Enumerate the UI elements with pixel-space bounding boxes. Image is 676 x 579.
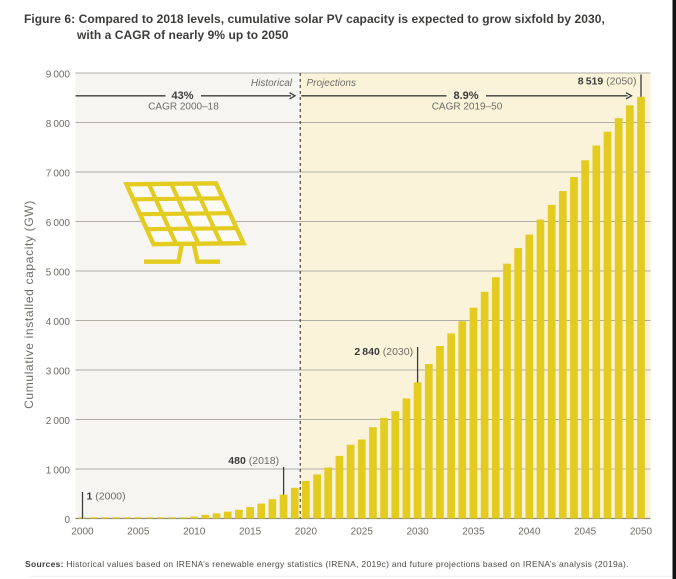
svg-text:480 (2018): 480 (2018) [228, 455, 279, 467]
svg-text:2020: 2020 [295, 527, 318, 538]
svg-text:9 000: 9 000 [46, 70, 71, 81]
svg-text:2010: 2010 [183, 527, 206, 538]
svg-text:Projections: Projections [307, 78, 356, 89]
svg-text:2045: 2045 [574, 527, 597, 538]
svg-text:Historical: Historical [251, 78, 293, 89]
svg-text:2040: 2040 [518, 527, 541, 538]
svg-text:2005: 2005 [127, 527, 150, 538]
svg-text:1 (2000): 1 (2000) [87, 491, 126, 503]
svg-text:4 000: 4 000 [46, 317, 71, 328]
svg-text:Cumulative installed capacity: Cumulative installed capacity (GW) [22, 200, 36, 409]
svg-text:2030: 2030 [406, 527, 429, 538]
svg-text:1 000: 1 000 [46, 466, 71, 477]
svg-text:2035: 2035 [462, 527, 485, 538]
svg-text:CAGR 2019–50: CAGR 2019–50 [432, 102, 503, 113]
svg-text:8 000: 8 000 [46, 119, 71, 130]
svg-text:5 000: 5 000 [46, 268, 71, 279]
svg-text:7 000: 7 000 [46, 169, 71, 180]
svg-text:43%: 43% [171, 90, 193, 102]
svg-text:2015: 2015 [239, 527, 262, 538]
svg-text:8 519 (2050): 8 519 (2050) [578, 76, 637, 88]
svg-text:6 000: 6 000 [46, 218, 71, 229]
svg-text:2 840 (2030): 2 840 (2030) [354, 346, 413, 358]
svg-text:2050: 2050 [630, 527, 653, 538]
svg-text:8.9%: 8.9% [453, 90, 478, 102]
svg-text:CAGR 2000–18: CAGR 2000–18 [148, 102, 219, 113]
svg-text:2 000: 2 000 [46, 416, 71, 427]
svg-text:0: 0 [64, 515, 70, 526]
svg-text:3 000: 3 000 [46, 367, 71, 378]
svg-text:2000: 2000 [71, 527, 94, 538]
svg-text:2025: 2025 [351, 527, 374, 538]
